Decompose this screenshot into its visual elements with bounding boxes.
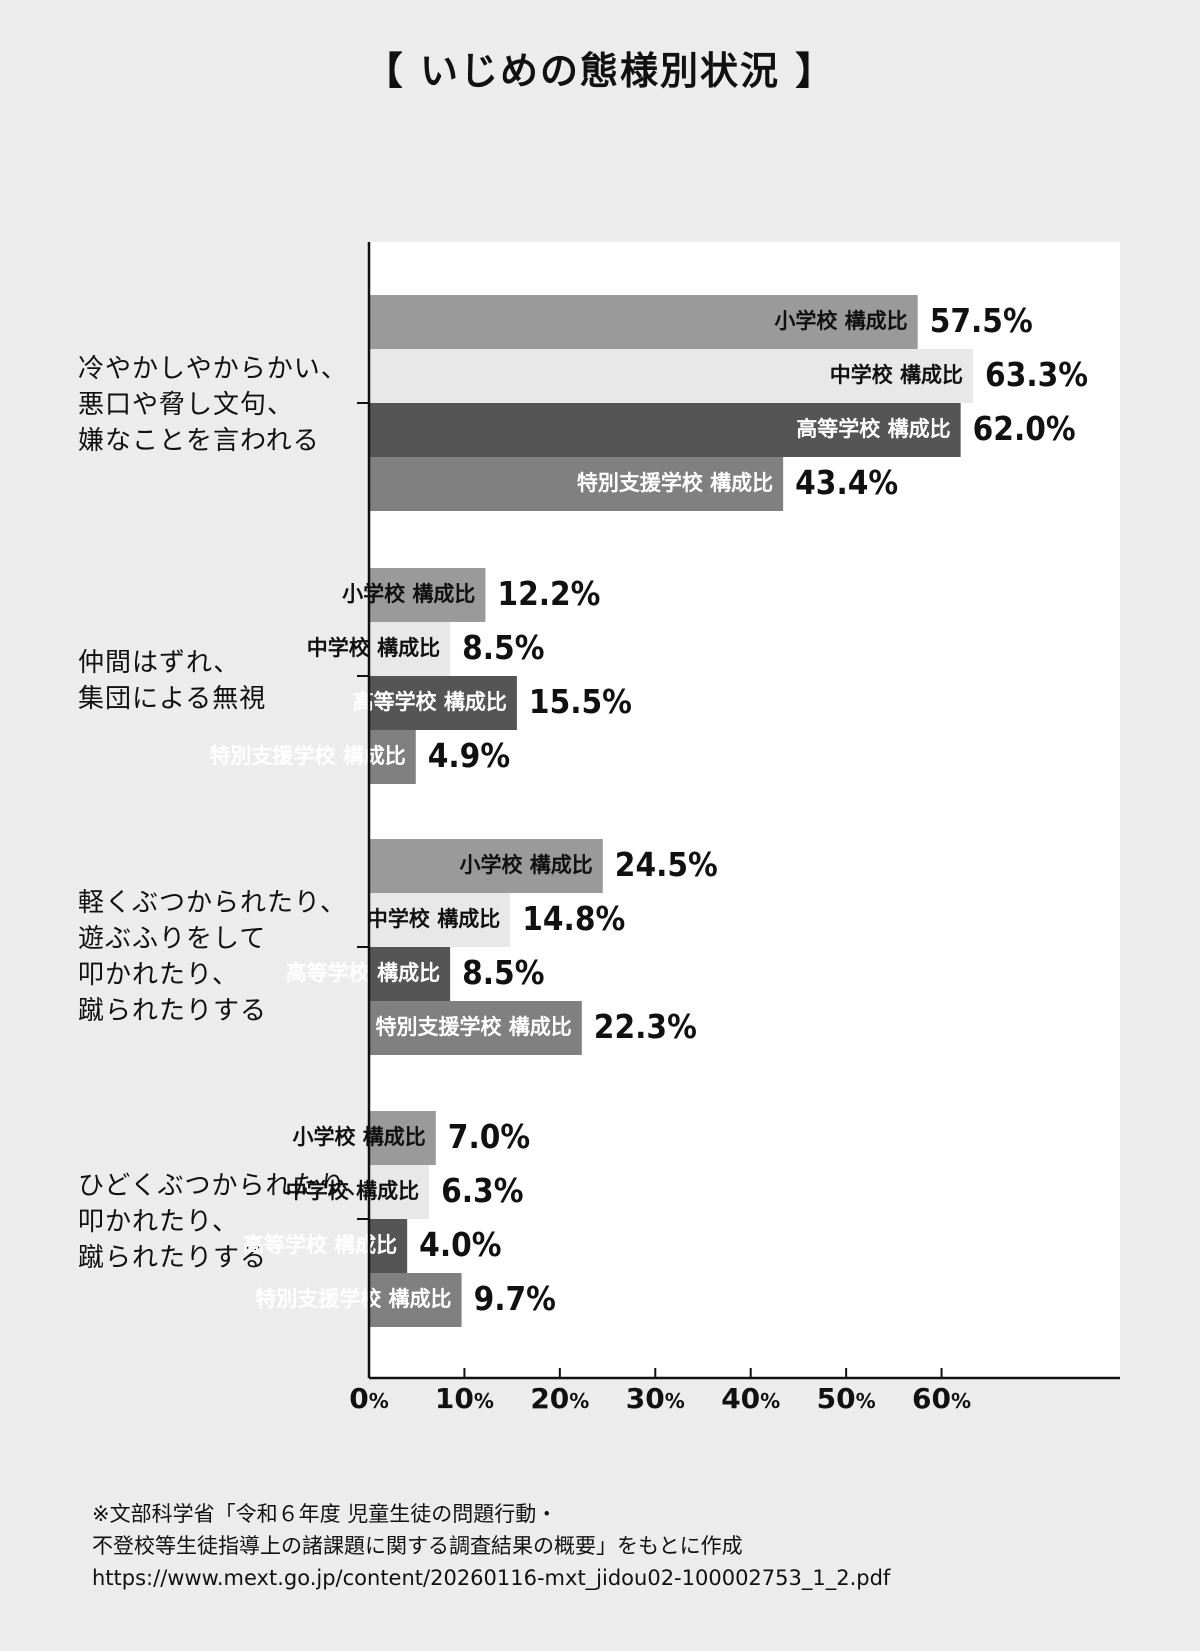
x-tick-label-4: 40% — [721, 1382, 780, 1415]
series-label-4-1: 小学校 構成比 — [292, 1125, 425, 1149]
x-tick-label-6: 60% — [912, 1382, 971, 1415]
value-label-2-2: 8.5% — [462, 628, 544, 667]
value-label-2-4: 4.9% — [428, 736, 510, 775]
series-label-3-3: 高等学校 構成比 — [286, 961, 440, 985]
bar-1-3 — [369, 403, 961, 457]
bar-2-3 — [369, 676, 517, 730]
series-label-4-4: 特別支援学校 構成比 — [255, 1287, 451, 1311]
value-label-4-1: 7.0% — [448, 1117, 530, 1156]
x-tick-label-2: 20% — [530, 1382, 589, 1415]
value-label-2-1: 12.2% — [497, 574, 600, 613]
value-label-1-1: 57.5% — [930, 301, 1033, 340]
x-tick-label-0: 0% — [349, 1382, 389, 1415]
bar-2-2 — [369, 622, 451, 676]
value-label-4-2: 6.3% — [441, 1171, 523, 1210]
source-line-3: https://www.mext.go.jp/content/20260116-… — [92, 1566, 891, 1590]
bar-4-3 — [369, 1219, 408, 1273]
series-label-3-1: 小学校 構成比 — [459, 853, 592, 877]
value-label-1-4: 43.4% — [795, 463, 898, 502]
series-label-2-4: 特別支援学校 構成比 — [209, 744, 405, 768]
x-tick-label-3: 30% — [626, 1382, 685, 1415]
category-label-4: ひどくぶつかられたり、 叩かれたり、 蹴られたりする — [78, 1171, 373, 1273]
series-label-1-2: 中学校 構成比 — [830, 363, 963, 387]
source-line-1: ※文部科学省「令和６年度 児童生徒の問題行動・ — [92, 1502, 558, 1526]
bar-3-3 — [369, 947, 451, 1001]
series-label-4-3: 高等学校 構成比 — [243, 1233, 397, 1257]
bar-1-2 — [369, 349, 974, 403]
bar-4-4 — [369, 1273, 462, 1327]
bar-1-4 — [369, 457, 784, 511]
value-label-3-4: 22.3% — [594, 1007, 697, 1046]
bar-2-1 — [369, 568, 486, 622]
series-label-1-1: 小学校 構成比 — [774, 309, 907, 333]
value-label-1-3: 62.0% — [973, 409, 1076, 448]
series-label-2-1: 小学校 構成比 — [342, 582, 475, 606]
title-text: いじめの態様別状況 — [419, 49, 780, 93]
category-label-3: 軽くぶつかられたり、 遊ぶふりをして 叩かれたり、 蹴られたりする — [78, 888, 347, 1026]
category-label-1: 冷やかしやからかい、 悪口や脅し文句、 嫌なことを言われる — [78, 354, 348, 456]
value-label-3-2: 14.8% — [522, 899, 625, 938]
value-label-2-3: 15.5% — [529, 682, 632, 721]
bar-4-1 — [369, 1111, 436, 1165]
source-note: ※文部科学省「令和６年度 児童生徒の問題行動・ 不登校等生徒指導上の諸課題に関す… — [92, 1498, 890, 1594]
chart-title: 【 いじめの態様別状況 】 — [0, 40, 1200, 95]
series-label-2-3: 高等学校 構成比 — [353, 690, 507, 714]
bar-3-4 — [369, 1001, 582, 1055]
value-label-3-3: 8.5% — [462, 953, 544, 992]
value-label-4-4: 9.7% — [474, 1279, 556, 1318]
series-label-3-2: 中学校 構成比 — [367, 907, 500, 931]
bar-2-4 — [369, 730, 416, 784]
series-label-3-4: 特別支援学校 構成比 — [375, 1015, 571, 1039]
bar-3-1 — [369, 839, 603, 893]
source-line-2: 不登校等生徒指導上の諸課題に関する調査結果の概要」をもとに作成 — [92, 1534, 743, 1558]
category-label-2: 仲間はずれ、 集団による無視 — [78, 648, 267, 714]
x-tick-label-1: 10% — [435, 1382, 494, 1415]
bar-3-2 — [369, 893, 511, 947]
series-label-1-4: 特別支援学校 構成比 — [577, 471, 773, 495]
value-label-4-3: 4.0% — [419, 1225, 501, 1264]
value-label-3-1: 24.5% — [615, 845, 718, 884]
bar-4-2 — [369, 1165, 430, 1219]
x-tick-label-5: 50% — [817, 1382, 876, 1415]
value-label-1-2: 63.3% — [985, 355, 1088, 394]
title-bracket-open: 【 — [364, 49, 405, 93]
bar-1-1 — [369, 295, 918, 349]
series-label-1-3: 高等学校 構成比 — [796, 417, 950, 441]
series-label-4-2: 中学校 構成比 — [286, 1179, 419, 1203]
title-bracket-close: 】 — [795, 49, 836, 93]
series-label-2-2: 中学校 構成比 — [307, 636, 440, 660]
